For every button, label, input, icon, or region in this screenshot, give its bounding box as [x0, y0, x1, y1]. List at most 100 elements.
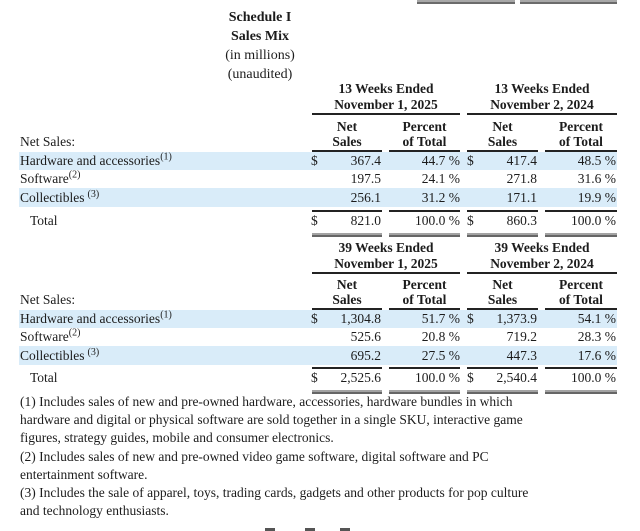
table-row-total: Total $ 821.0 100.0 % $ 860.3 100.0 %	[19, 212, 617, 230]
total-label: Total	[30, 370, 58, 385]
percent-total: 100.0 %	[415, 370, 460, 385]
table-row-hardware: Hardware and accessories(1) $ 1,304.8 51…	[19, 310, 617, 328]
dollar-sign: $	[311, 153, 318, 168]
percent-value: 51.7 %	[421, 311, 460, 326]
col-underline	[467, 150, 538, 152]
total-topline	[545, 210, 617, 212]
dollar-sign: $	[311, 213, 318, 228]
row-label: Software	[20, 171, 69, 186]
net-sales-value: 1,373.9	[496, 311, 538, 326]
dollar-sign: $	[467, 370, 474, 385]
col-header-percent: Percent	[402, 119, 447, 134]
total-double-underline	[545, 390, 617, 394]
col-header-sales: Sales	[332, 292, 362, 307]
footnote-3: and technology enthusiasts.	[20, 503, 169, 519]
period-header-date: November 1, 2025	[334, 97, 438, 112]
net-sales-value: 447.3	[506, 348, 537, 363]
row-label: Hardware and accessories	[20, 311, 161, 326]
percent-value: 24.1 %	[421, 171, 460, 186]
table-row-collectibles: Collectibles (3) 256.1 31.2 % 171.1 19.9 …	[19, 188, 617, 207]
section-label-net-sales: Net Sales:	[20, 134, 76, 149]
period-header-weeks: 13 Weeks Ended	[494, 81, 590, 96]
footnote-ref-1: (1)	[160, 151, 172, 163]
total-topline	[467, 367, 538, 369]
footnote-1: figures, strategy guides, mobile and con…	[20, 430, 334, 446]
footnote-2: (2) Includes sales of new and pre-owned …	[20, 448, 489, 464]
period-header-date: November 1, 2025	[334, 256, 438, 271]
total-double-underline	[545, 233, 617, 237]
percent-value: 44.7 %	[421, 153, 460, 168]
footnote-ref-1: (1)	[160, 309, 172, 321]
units-note: (in millions)	[225, 48, 295, 63]
percent-total: 100.0 %	[415, 213, 460, 228]
col-underline	[467, 308, 538, 310]
net-sales-value: 256.1	[350, 190, 381, 205]
col-header-net: Net	[336, 277, 358, 292]
total-double-underline	[467, 390, 538, 394]
col-header-percent: Percent	[559, 277, 603, 292]
dollar-sign: $	[311, 370, 318, 385]
col-underline	[389, 150, 460, 152]
period-header-date: November 2, 2024	[490, 256, 594, 271]
col-header-of-total: of Total	[402, 134, 447, 149]
total-topline	[312, 210, 382, 212]
footnote-2: entertainment software.	[20, 466, 148, 482]
dollar-sign: $	[467, 311, 474, 326]
col-header-net: Net	[336, 119, 358, 134]
col-header-sales: Sales	[487, 134, 518, 149]
period-header-weeks: 39 Weeks Ended	[494, 240, 590, 255]
footnotes-block: (1) Includes sales of new and pre-owned …	[20, 393, 625, 520]
row-label: Hardware and accessories	[20, 153, 161, 168]
table-row-total: Total $ 2,525.6 100.0 % $ 2,540.4 100.0 …	[19, 369, 617, 387]
col-header-of-total: of Total	[559, 134, 603, 149]
percent-value: 54.1 %	[577, 311, 616, 326]
net-sales-total: 821.0	[350, 213, 381, 228]
cropped-bottom-fragment	[340, 528, 350, 531]
net-sales-value: 171.1	[506, 190, 537, 205]
total-double-underline	[389, 390, 460, 394]
period-header-weeks: 39 Weeks Ended	[338, 240, 434, 255]
col-underline	[389, 308, 460, 310]
period-header-date: November 2, 2024	[490, 97, 594, 112]
net-sales-value: 719.2	[506, 329, 537, 344]
percent-total: 100.0 %	[571, 213, 616, 228]
section-label-net-sales: Net Sales:	[20, 292, 76, 307]
document-subtitle: Sales Mix	[231, 29, 289, 44]
percent-value: 17.6 %	[577, 348, 616, 363]
col-header-of-total: of Total	[402, 292, 447, 307]
percent-value: 28.3 %	[577, 329, 616, 344]
row-label: Software	[20, 329, 69, 344]
net-sales-value: 1,304.8	[340, 311, 382, 326]
percent-value: 31.2 %	[421, 190, 460, 205]
col-underline	[312, 150, 382, 152]
percent-value: 20.8 %	[421, 329, 460, 344]
document-title-block: Schedule I Sales Mix (in millions) (unau…	[0, 8, 520, 84]
net-sales-total: 2,525.6	[340, 370, 382, 385]
schedule-title: Schedule I	[228, 10, 292, 25]
percent-value: 31.6 %	[577, 171, 616, 186]
period-underline	[467, 113, 617, 115]
total-double-underline	[312, 390, 382, 394]
total-double-underline	[467, 233, 538, 237]
total-topline	[389, 210, 460, 212]
col-header-sales: Sales	[332, 134, 362, 149]
dollar-sign: $	[467, 213, 474, 228]
col-header-sales: Sales	[487, 292, 518, 307]
net-sales-total: 2,540.4	[496, 370, 538, 385]
percent-value: 19.9 %	[577, 190, 616, 205]
footnote-1: (1) Includes sales of new and pre-owned …	[20, 394, 513, 409]
net-sales-total: 860.3	[506, 213, 537, 228]
col-underline	[545, 150, 617, 152]
table-row-collectibles: Collectibles (3) 695.2 27.5 % 447.3 17.6 …	[19, 346, 617, 365]
period-underline	[312, 113, 460, 115]
footnote-1: hardware and digital or physical softwar…	[20, 412, 523, 428]
footnote-ref-3: (3)	[87, 188, 100, 200]
table-row-software: Software(2) 197.5 24.1 % 271.8 31.6 %	[19, 170, 617, 188]
net-sales-value: 367.4	[350, 153, 381, 168]
period-underline	[467, 272, 617, 274]
col-header-net: Net	[492, 277, 513, 292]
col-underline	[312, 308, 382, 310]
row-label: Collectibles	[20, 190, 85, 205]
footnote-ref-3: (3)	[87, 346, 100, 358]
